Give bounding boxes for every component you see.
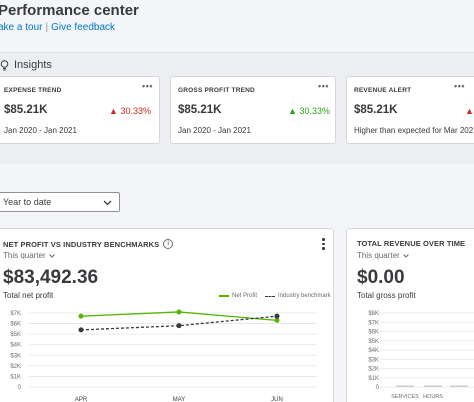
y-tick-label: $2K: [10, 364, 21, 370]
x-tick-label: SERVICES: [391, 394, 419, 400]
info-icon[interactable]: i: [163, 239, 174, 249]
legend-swatch: [265, 295, 276, 297]
y-tick-label: $2K: [368, 367, 379, 373]
y-tick-label: $5K: [10, 332, 21, 338]
link-separator: |: [45, 22, 49, 33]
y-tick-label: $3K: [368, 357, 379, 363]
card-period: Higher than expected for Mar 2021: [354, 126, 474, 135]
revenue-alert-card[interactable]: REVENUE ALERT ••• $85.21K ▲ Higher than …: [346, 76, 474, 144]
revenue-bar-chart: $8K $7K $6K $5K $4K $3K $2K $1K 0 SERVICES HOURS: [368, 311, 474, 400]
legend-label: Industry benchmark: [278, 293, 331, 299]
chevron-down-icon: [48, 253, 55, 258]
x-tick-label: HOURS: [423, 394, 443, 400]
net-profit-line-chart: $7K $6K $5K $4K $3K $2K $1K 0 APR MAY JUN: [10, 309, 317, 402]
gross-profit-trend-card[interactable]: GROSS PROFIT TREND ••• $85.21K ▲ 30.33% …: [170, 76, 336, 144]
panel-title-text: TOTAL REVENUE OVER TIME: [357, 239, 466, 248]
page-title: Performance center: [0, 2, 139, 19]
net-profit-point: [274, 317, 280, 323]
more-vertical-icon[interactable]: [322, 238, 325, 252]
y-tick-label: $3K: [10, 353, 21, 359]
date-range-select[interactable]: Year to date: [0, 192, 120, 212]
net-profit-subtitle: Total net profit: [3, 291, 54, 300]
y-tick-label: $4K: [10, 343, 21, 349]
y-tick-label: $7K: [368, 320, 379, 326]
card-change: ▲: [465, 106, 474, 116]
net-profit-panel: NET PROFIT VS INDUSTRY BENCHMARKS i This…: [0, 228, 334, 402]
card-period: Jan 2020 - Jan 2021: [178, 126, 251, 135]
y-tick-label: $8K: [368, 311, 379, 317]
card-label: REVENUE ALERT: [354, 87, 412, 94]
card-change: ▲ 30.33%: [109, 106, 151, 116]
more-horizontal-icon[interactable]: •••: [318, 81, 329, 91]
net-profit-point: [78, 313, 84, 319]
x-tick-label: APR: [75, 397, 88, 402]
insights-heading: Insights: [0, 59, 52, 71]
card-change: ▲ 30.33%: [288, 106, 330, 116]
revenue-value: $0.00: [357, 267, 405, 288]
y-tick-label: $5K: [368, 339, 379, 345]
legend-item-benchmark: Industry benchmark: [265, 293, 331, 299]
revenue-bar: [450, 385, 468, 387]
card-change-value: 30.33%: [120, 106, 151, 116]
date-range-value: Year to date: [3, 197, 52, 207]
chevron-down-icon: [103, 198, 112, 208]
x-tick-label: MAY: [173, 397, 186, 402]
lightbulb-icon: [0, 59, 9, 71]
net-profit-point: [176, 309, 182, 315]
y-tick-label: $6K: [368, 330, 379, 336]
arrow-up-icon: ▲: [465, 106, 474, 116]
benchmark-point: [78, 327, 84, 333]
arrow-up-icon: ▲: [288, 106, 297, 116]
chart-legend: Net Profit Industry benchmark: [219, 293, 331, 299]
period-selector[interactable]: This quarter: [357, 251, 409, 260]
y-tick-label: $7K: [10, 311, 21, 317]
net-profit-value: $83,492.36: [3, 267, 99, 288]
period-selector[interactable]: This quarter: [3, 251, 55, 260]
card-value: $85.21K: [4, 104, 48, 116]
y-tick-label: $1K: [368, 376, 379, 382]
more-horizontal-icon[interactable]: •••: [142, 81, 153, 91]
period-label: This quarter: [3, 251, 46, 260]
card-change-value: 30.33%: [299, 106, 330, 116]
benchmark-point: [176, 323, 182, 329]
period-label: This quarter: [357, 251, 400, 260]
expense-trend-card[interactable]: EXPENSE TREND ••• $85.21K ▲ 30.33% Jan 2…: [0, 76, 160, 144]
card-label: GROSS PROFIT TREND: [178, 87, 255, 94]
industry-benchmark-line: [80, 315, 278, 331]
give-feedback-link[interactable]: Give feedback: [51, 22, 116, 33]
legend-swatch: [219, 295, 229, 297]
header-links: ake a tour | Give feedback: [0, 22, 115, 33]
panel-title-text: NET PROFIT VS INDUSTRY BENCHMARKS: [3, 239, 160, 249]
y-tick-label: 0: [18, 385, 22, 391]
chevron-down-icon: [402, 253, 409, 258]
y-tick-label: 0: [376, 385, 380, 391]
y-tick-label: $6K: [10, 322, 21, 328]
card-period: Jan 2020 - Jan 2021: [4, 126, 77, 135]
panel-title: TOTAL REVENUE OVER TIME: [357, 239, 465, 248]
benchmark-point: [274, 313, 280, 319]
y-tick-label: $1K: [10, 374, 21, 380]
revenue-subtitle: Total gross profit: [357, 291, 416, 300]
card-label: EXPENSE TREND: [4, 87, 62, 94]
revenue-bar: [396, 385, 414, 387]
y-tick-label: $4K: [368, 348, 379, 354]
insights-heading-label: Insights: [14, 59, 52, 71]
arrow-up-icon: ▲: [109, 106, 118, 116]
card-value: $85.21K: [354, 104, 398, 116]
take-a-tour-link[interactable]: ake a tour: [0, 22, 43, 33]
revenue-bar: [424, 385, 442, 387]
x-tick-label: JUN: [271, 397, 283, 402]
legend-item-net-profit: Net Profit: [219, 293, 257, 299]
card-value: $85.21K: [178, 104, 222, 116]
more-horizontal-icon[interactable]: •••: [454, 81, 465, 91]
total-revenue-panel: TOTAL REVENUE OVER TIME This quarter $0.…: [346, 228, 474, 402]
panel-title: NET PROFIT VS INDUSTRY BENCHMARKS i: [3, 239, 174, 249]
legend-label: Net Profit: [232, 293, 258, 299]
